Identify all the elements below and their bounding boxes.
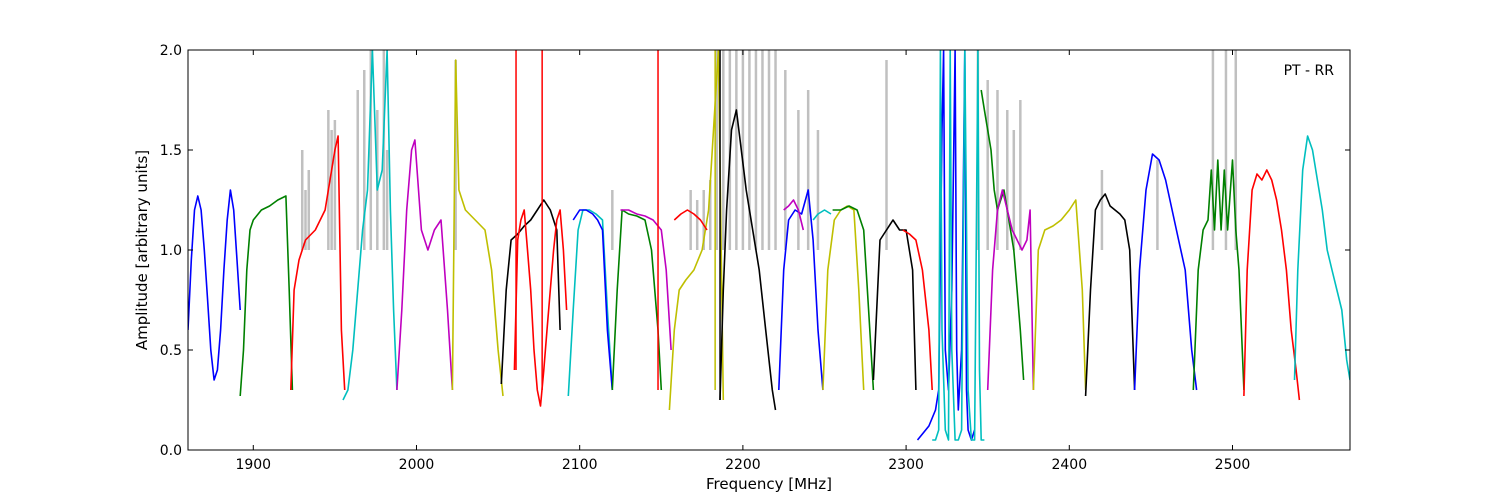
series-line-9 <box>572 209 614 391</box>
y-tick-label: 1.5 <box>160 143 182 159</box>
data-layer <box>188 50 1350 441</box>
series-line-13 <box>673 209 708 231</box>
y-tick-label: 0.5 <box>160 343 182 359</box>
series-line-7 <box>513 209 568 407</box>
series-line-4 <box>396 139 454 391</box>
series-line-26 <box>1032 199 1087 391</box>
series-line-6 <box>500 199 561 385</box>
series-line-25 <box>986 189 1035 391</box>
x-tick-label: 2300 <box>888 457 924 473</box>
x-tick-label: 2400 <box>1051 457 1087 473</box>
y-tick-label: 1.0 <box>160 243 182 259</box>
series-line-21 <box>902 229 933 391</box>
series-line-14 <box>719 109 777 411</box>
series-line-28 <box>1133 153 1198 391</box>
y-tick-label: 0.0 <box>160 443 182 459</box>
series-line-24 <box>980 89 1025 381</box>
series-line-0 <box>188 189 241 381</box>
series-line-11 <box>620 209 672 351</box>
chart-annotation: PT - RR <box>1284 63 1335 79</box>
x-tick-label: 2100 <box>562 457 598 473</box>
series-line-1 <box>239 195 294 397</box>
series-line-30 <box>1243 169 1301 401</box>
series-line-27 <box>1084 193 1136 397</box>
series-line-18 <box>822 205 865 391</box>
series-line-16 <box>783 199 805 231</box>
x-tick-label: 2200 <box>725 457 761 473</box>
x-axis-label: Frequency [MHz] <box>706 475 832 493</box>
series-line-12 <box>668 50 725 411</box>
y-axis-label: Amplitude [arbitrary units] <box>133 150 151 350</box>
series-line-2 <box>290 135 346 391</box>
x-tick-label: 1900 <box>235 457 271 473</box>
series-line-5 <box>451 59 504 397</box>
series-line-23 <box>932 50 985 441</box>
series-line-17 <box>812 209 832 221</box>
series-line-10 <box>611 209 663 391</box>
x-tick-label: 2500 <box>1215 457 1251 473</box>
series-line-19 <box>832 205 875 391</box>
series-line-8 <box>567 209 614 397</box>
series-line-20 <box>872 219 917 391</box>
series-line-31 <box>1293 135 1350 381</box>
y-tick-label: 2.0 <box>160 43 182 59</box>
series-line-3 <box>342 50 398 401</box>
series-line-29 <box>1192 159 1245 391</box>
series-line-15 <box>778 189 824 391</box>
x-tick-label: 2000 <box>399 457 435 473</box>
axis-layer: 1900 2000 2100 2200 2300 2400 2500 0.0 0.5 1.0 1.5… <box>160 43 1350 473</box>
